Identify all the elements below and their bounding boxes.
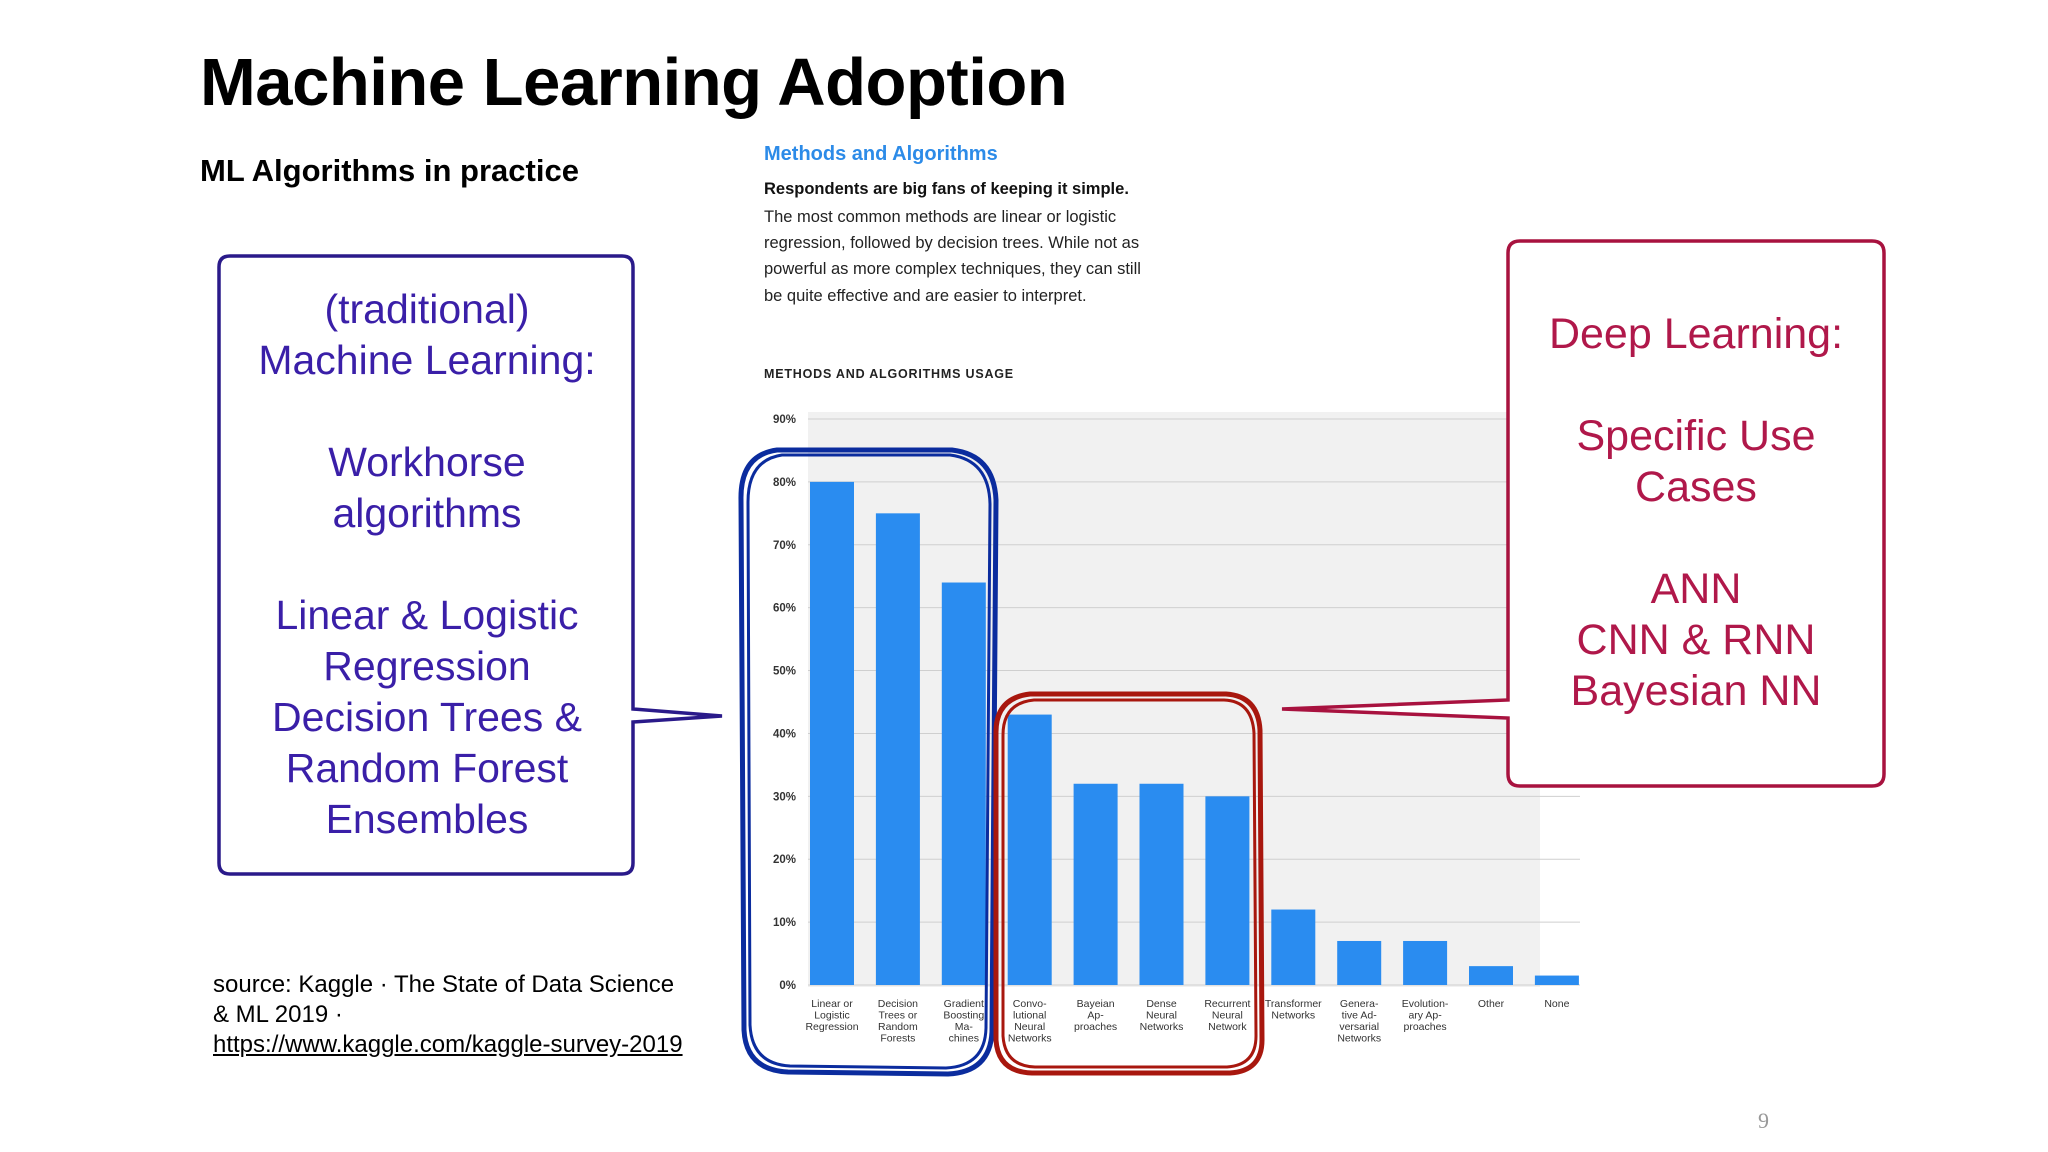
article-line: powerful as more complex techniques, the… [764, 260, 1141, 278]
bar [875, 513, 920, 985]
x-tick-label: Genera-tive Ad-versarial Networks [1337, 998, 1381, 1045]
x-axis-labels: Linear or Logistic Regression Decision Trees… [805, 998, 1569, 1045]
source-text-line-2: & ML 2019 · [213, 1001, 343, 1028]
chart-title: METHODS AND ALGORITHMS USAGE [764, 367, 1014, 381]
source-link[interactable]: https://www.kaggle.com/kaggle-survey-201… [213, 1031, 683, 1058]
x-tick-label: Bayeian Ap-proaches [1074, 998, 1117, 1033]
bar [1534, 975, 1579, 985]
article-line: regression, followed by decision trees. … [764, 234, 1140, 252]
x-tick-label: Transformer Networks [1265, 998, 1322, 1022]
y-tick-label: 30% [773, 791, 796, 803]
bar [1271, 909, 1316, 985]
bar [810, 481, 854, 985]
page-number: 9 [1758, 1108, 1769, 1133]
y-tick-label: 90% [773, 414, 796, 426]
y-tick-label: 70% [773, 540, 796, 552]
bar [1205, 796, 1250, 985]
x-tick-label: Recurrent Neural Network [1204, 998, 1250, 1033]
x-tick-label: Gradient Boosting Ma-chines [943, 998, 984, 1045]
traditional-ml-callout [217, 254, 723, 876]
x-tick-label: Convo-lutional Neural Networks [1008, 998, 1052, 1045]
y-tick-label: 80% [773, 477, 796, 489]
bar [1073, 783, 1118, 985]
x-tick-label: Decision Trees or Random Forests [878, 998, 918, 1045]
y-tick-label: 10% [773, 917, 796, 929]
slide-title: Machine Learning Adoption [200, 45, 1068, 120]
bar [1007, 714, 1052, 985]
x-tick-label: Linear or Logistic Regression [805, 998, 858, 1033]
article-lead: Respondents are big fans of keeping it s… [764, 180, 1129, 198]
y-axis-ticks: 0% 10% 20% 30% 40% 50% 60% 70% 80% 90% [773, 414, 796, 992]
traditional-ml-callout-text: (traditional) Machine Learning: Workhorse… [258, 286, 595, 842]
x-tick-label: None [1544, 998, 1569, 1010]
x-tick-label: Other [1478, 998, 1505, 1010]
source-text-line-1: source: Kaggle · The State of Data Scien… [213, 971, 675, 998]
article-heading: Methods and Algorithms [764, 143, 998, 165]
bar [1337, 940, 1382, 985]
x-tick-label: Dense Neural Networks [1140, 998, 1184, 1033]
slide-subtitle: ML Algorithms in practice [200, 153, 579, 188]
y-tick-label: 40% [773, 728, 796, 740]
y-tick-label: 60% [773, 603, 796, 615]
source-citation: source: Kaggle · The State of Data Scien… [213, 970, 683, 1060]
bar [1139, 783, 1184, 985]
y-tick-label: 20% [773, 854, 796, 866]
y-tick-label: 0% [779, 980, 796, 992]
bar-chart: 0% 10% 20% 30% 40% 50% 60% 70% 80% 90% Linear or L… [773, 412, 1580, 1045]
bar [941, 582, 986, 985]
x-tick-label: Evolution-ary Ap-proaches [1402, 998, 1449, 1033]
article-line: be quite effective and are easier to int… [764, 287, 1087, 305]
article-line: The most common methods are linear or lo… [764, 208, 1117, 226]
y-tick-label: 50% [773, 666, 796, 678]
bar [1469, 966, 1513, 985]
bar [1403, 940, 1448, 985]
